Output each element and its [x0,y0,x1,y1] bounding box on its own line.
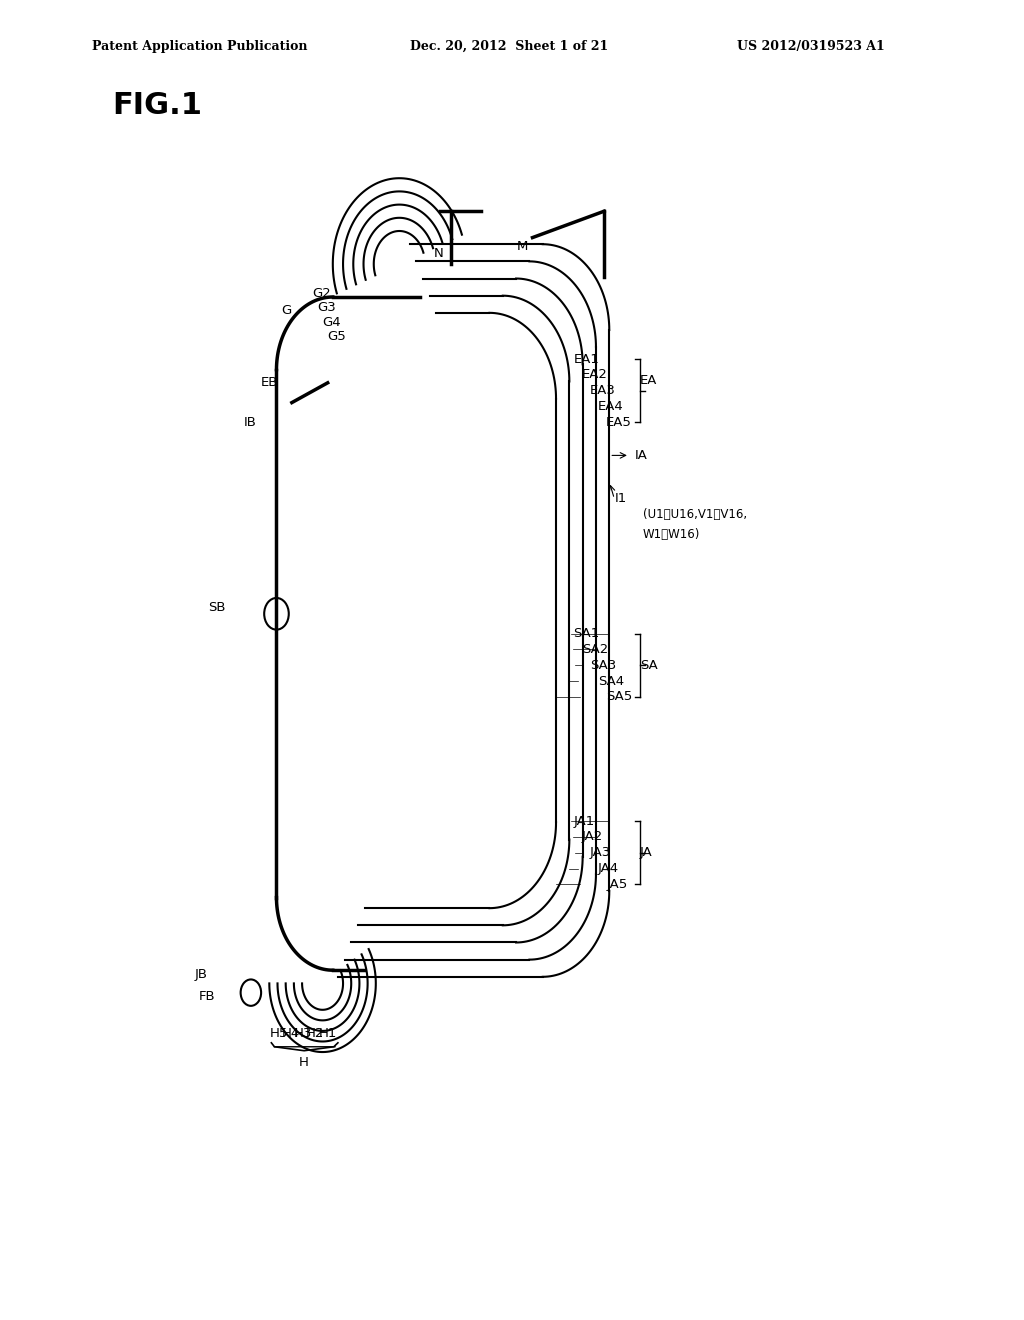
Text: IB: IB [244,416,257,429]
Text: EA: EA [640,374,657,387]
Text: EA5: EA5 [606,416,632,429]
Text: FIG.1: FIG.1 [113,91,203,120]
Text: G5: G5 [328,330,346,343]
Text: M: M [516,240,528,253]
Text: JA3: JA3 [590,846,611,859]
Text: JA: JA [640,846,652,859]
Text: EB: EB [261,376,279,389]
Text: SA1: SA1 [573,627,600,640]
Text: H4: H4 [282,1027,300,1040]
Text: I1: I1 [614,492,627,506]
Text: G3: G3 [317,301,336,314]
Text: US 2012/0319523 A1: US 2012/0319523 A1 [737,40,885,53]
Text: H: H [299,1056,309,1069]
Text: FB: FB [199,990,215,1003]
Text: EA2: EA2 [582,368,607,381]
Text: Patent Application Publication: Patent Application Publication [92,40,307,53]
Text: Dec. 20, 2012  Sheet 1 of 21: Dec. 20, 2012 Sheet 1 of 21 [410,40,608,53]
Text: SA2: SA2 [582,643,608,656]
Text: JA2: JA2 [582,830,603,843]
Text: G2: G2 [312,286,331,300]
Text: SA3: SA3 [590,659,616,672]
Text: H3: H3 [294,1027,312,1040]
Text: SA: SA [640,659,657,672]
Text: SA4: SA4 [598,675,625,688]
Text: G: G [282,304,292,317]
Text: JA1: JA1 [573,814,595,828]
Text: SB: SB [208,601,225,614]
Text: W1～W16): W1～W16) [643,528,700,541]
Text: EA1: EA1 [573,352,599,366]
Text: JA5: JA5 [606,878,628,891]
Text: G4: G4 [323,315,341,329]
Text: H1: H1 [318,1027,337,1040]
Text: (U1～U16,V1～V16,: (U1～U16,V1～V16, [643,508,748,521]
Text: H5: H5 [269,1027,288,1040]
Text: EA3: EA3 [590,384,615,397]
Text: IA: IA [635,449,648,462]
Text: JA4: JA4 [598,862,620,875]
Text: JB: JB [195,968,208,981]
Text: SA5: SA5 [606,690,633,704]
Text: N: N [433,247,443,260]
Text: H2: H2 [306,1027,325,1040]
Text: EA4: EA4 [598,400,624,413]
